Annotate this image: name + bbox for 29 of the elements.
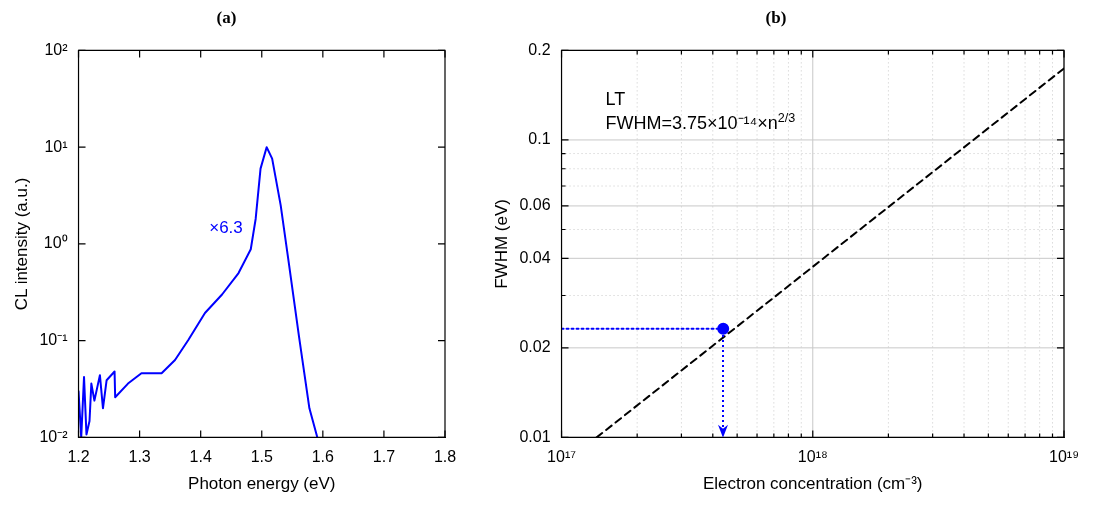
- y-tick-label: 0.06: [519, 196, 551, 214]
- chart-title: (a): [216, 7, 237, 27]
- x-tick-label: 1.6: [311, 448, 335, 466]
- y-tick-label: 0.1: [528, 130, 551, 148]
- chart-title: (b): [765, 7, 787, 27]
- y-tick-label: 10²: [44, 40, 69, 58]
- y-tick-label: 10⁰: [43, 234, 68, 252]
- y-tick-label: 0.04: [519, 248, 551, 266]
- annotation: LT: [605, 89, 626, 110]
- y-tick-label: 0.01: [519, 427, 551, 445]
- y-tick-label: 10¹: [44, 137, 68, 155]
- x-tick-label: 1.3: [128, 448, 151, 466]
- x-tick-label: 10¹⁷: [547, 448, 577, 466]
- y-tick-label: 0.02: [519, 338, 551, 356]
- y-tick-label: 0.2: [528, 40, 551, 58]
- x-tick-label: 1.2: [67, 448, 90, 466]
- annotation: ×6.3: [209, 218, 243, 238]
- y-axis-title: FWHM (eV): [491, 199, 511, 289]
- x-tick-label: 10¹⁸: [797, 448, 828, 466]
- y-axis-title: CL intensity (a.u.): [11, 177, 31, 311]
- y-tick-label: 10⁻¹: [39, 331, 68, 349]
- x-tick-label: 1.8: [433, 448, 457, 466]
- x-axis-title: Electron concentration (cm⁻³): [703, 474, 923, 494]
- y-tick-label: 10⁻²: [39, 427, 69, 445]
- x-tick-label: 1.7: [372, 448, 396, 466]
- x-tick-label: 1.4: [189, 448, 212, 466]
- x-tick-label: 10¹⁹: [1049, 448, 1079, 466]
- x-axis-title: Photon energy (eV): [188, 474, 336, 494]
- x-tick-label: 1.5: [250, 448, 273, 466]
